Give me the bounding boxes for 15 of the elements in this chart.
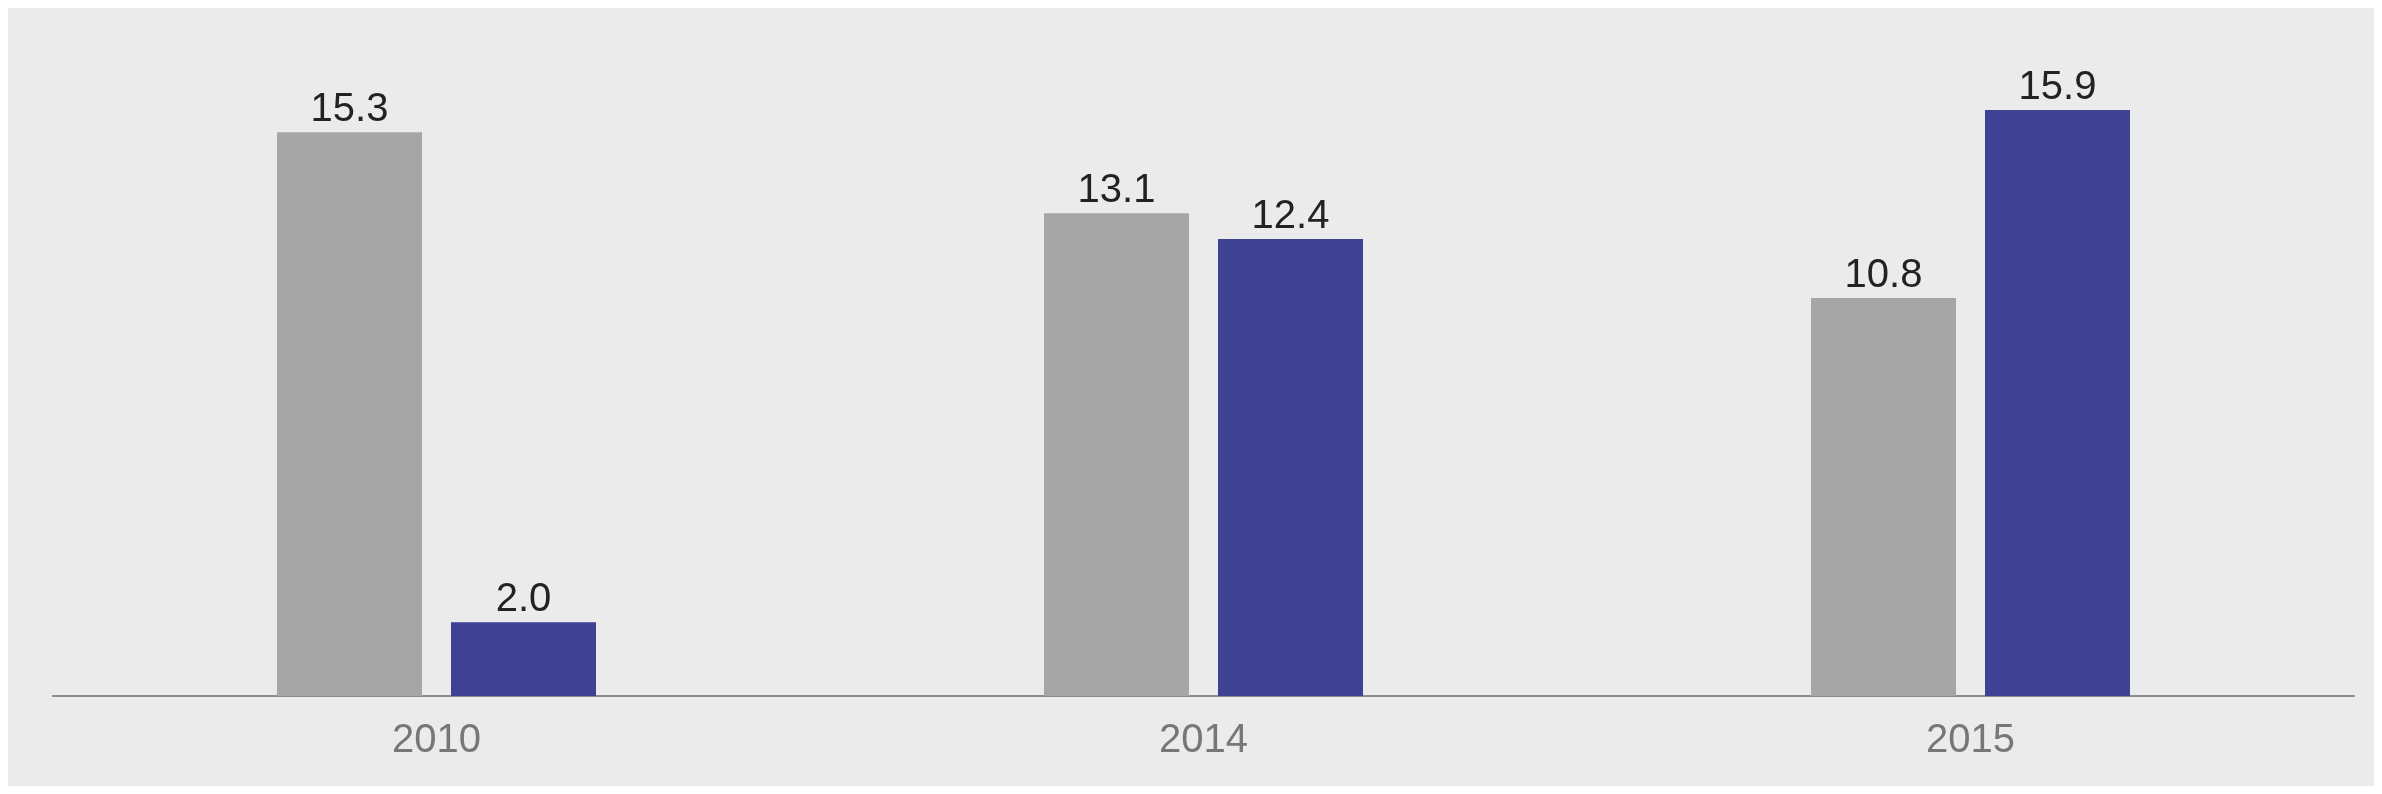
x-tick-label: 2014	[1159, 716, 1248, 760]
data-label: 15.9	[2018, 63, 2097, 108]
bar	[1985, 110, 2130, 696]
bar	[1218, 239, 1363, 696]
x-tick-label: 2015	[1926, 716, 2015, 760]
bar	[1811, 297, 1956, 696]
x-tick-label: 2010	[392, 716, 481, 760]
bar	[1044, 213, 1189, 696]
data-label: 13.1	[1077, 166, 1156, 211]
bar	[451, 622, 596, 696]
bar	[277, 132, 422, 696]
data-label: 2.0	[495, 575, 552, 620]
data-label: 12.4	[1251, 192, 1330, 237]
data-label: 10.8	[1844, 250, 1923, 295]
data-label: 15.3	[310, 85, 389, 130]
